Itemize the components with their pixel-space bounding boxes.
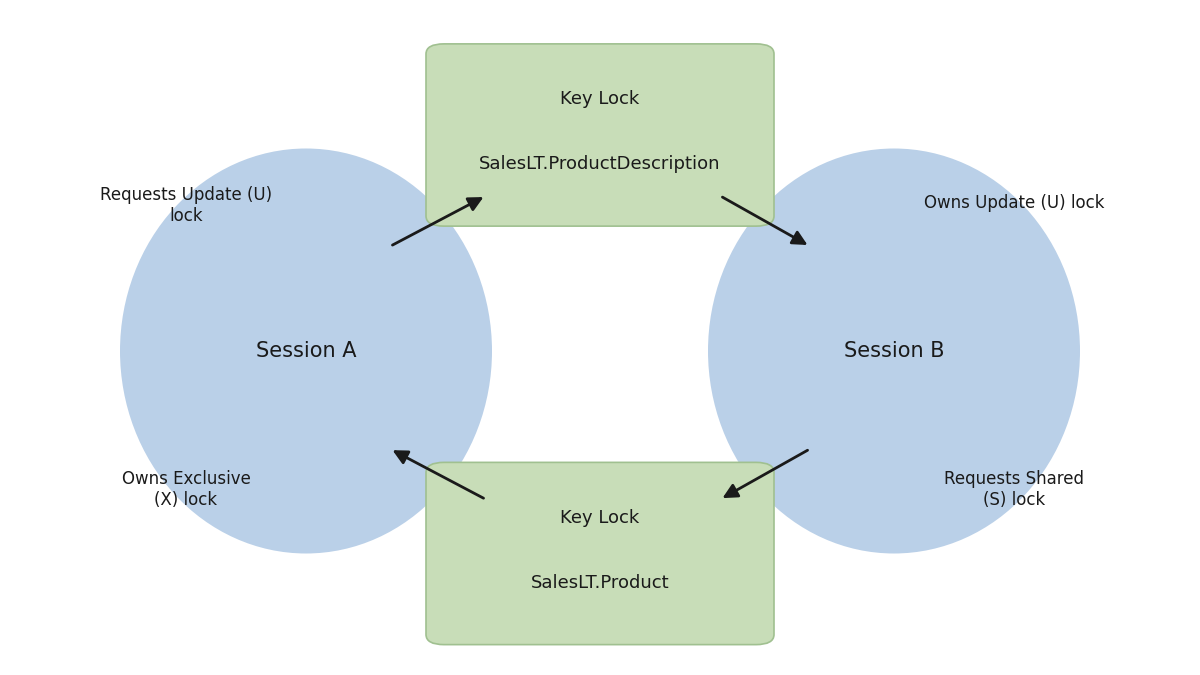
- FancyBboxPatch shape: [426, 44, 774, 226]
- Text: Owns Exclusive
(X) lock: Owns Exclusive (X) lock: [121, 470, 251, 509]
- Text: Session B: Session B: [844, 341, 944, 361]
- Text: SalesLT.ProductDescription: SalesLT.ProductDescription: [479, 155, 721, 173]
- Text: SalesLT.Product: SalesLT.Product: [530, 574, 670, 592]
- Ellipse shape: [708, 148, 1080, 554]
- Text: Owns Update (U) lock: Owns Update (U) lock: [924, 194, 1104, 211]
- Text: Requests Shared
(S) lock: Requests Shared (S) lock: [944, 470, 1084, 509]
- Text: Key Lock: Key Lock: [560, 90, 640, 109]
- Text: Key Lock: Key Lock: [560, 509, 640, 527]
- FancyBboxPatch shape: [426, 462, 774, 645]
- Text: Requests Update (U)
lock: Requests Update (U) lock: [100, 186, 272, 225]
- Ellipse shape: [120, 148, 492, 554]
- Text: Session A: Session A: [256, 341, 356, 361]
